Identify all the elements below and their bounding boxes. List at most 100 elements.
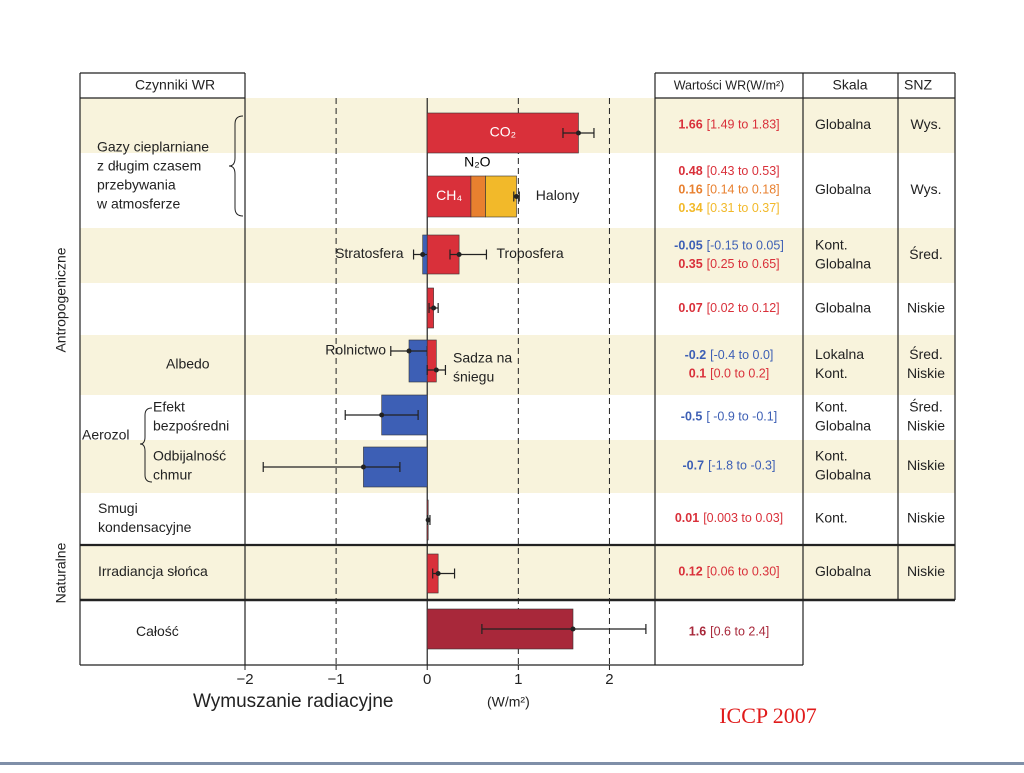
range-label: [-1.8 to -0.3] — [708, 459, 775, 473]
value-dot — [379, 412, 385, 418]
row-band — [80, 440, 955, 493]
value: 1.66 — [678, 118, 702, 132]
value-dot — [406, 348, 412, 354]
value: -0.05 — [674, 239, 703, 253]
range-label: [0.0 to 0.2] — [710, 367, 769, 381]
scale: Globalna — [815, 300, 871, 316]
value: 0.48 — [678, 164, 702, 178]
row-label: chmur — [153, 467, 192, 483]
value-text: 0.16 [0.14 to 0.18] — [678, 183, 779, 197]
range-label: [ -0.9 to -0.1] — [706, 410, 777, 424]
bar — [470, 175, 486, 218]
value: 0.34 — [678, 201, 702, 215]
range-label: [0.43 to 0.53] — [707, 164, 780, 178]
value-text: 0.34 [0.31 to 0.37] — [678, 201, 779, 215]
footer-rule — [0, 762, 1024, 765]
range-label: [0.6 to 2.4] — [710, 625, 769, 639]
value-dot — [360, 464, 366, 470]
bar-name: śniegu — [453, 369, 494, 385]
value-text: -0.5[ -0.9 to -0.1] — [681, 410, 777, 424]
scale: Kont. — [815, 399, 848, 415]
row-label: Całość — [136, 623, 179, 639]
range-label: [0.06 to 0.30] — [707, 565, 780, 579]
bar — [426, 339, 437, 383]
scale: Globalna — [815, 563, 871, 579]
value-text: -0.7 [-1.8 to -0.3] — [683, 459, 776, 473]
brace — [139, 407, 153, 483]
x-axis-label: Wymuszanie radiacyjne — [193, 691, 393, 712]
range-label: [0.003 to 0.03] — [703, 511, 783, 525]
scale: Kont. — [815, 237, 848, 253]
snz: Niskie — [907, 365, 945, 381]
value: 0.01 — [675, 511, 699, 525]
header: SNZ — [904, 77, 932, 93]
value-text: 1.6 [0.6 to 2.4] — [689, 625, 769, 639]
range-label: [0.25 to 0.65] — [707, 257, 780, 271]
value-text: 0.35 [0.25 to 0.65] — [678, 257, 779, 271]
value: -0.7 — [683, 459, 705, 473]
range-label: [-0.4 to 0.0] — [710, 348, 773, 362]
x-tick-label: 0 — [423, 671, 431, 688]
row-label: Irradiancja słońca — [98, 563, 208, 579]
scale: Globalna — [815, 256, 871, 272]
value-dot — [420, 252, 426, 257]
scale: Globalna — [815, 116, 871, 132]
value-dot — [575, 130, 581, 136]
value: -0.2 — [685, 348, 707, 362]
value: -0.5 — [681, 410, 703, 424]
bar-name: CO₂ — [490, 124, 516, 140]
bar-name: Halony — [536, 187, 580, 203]
bar — [485, 175, 517, 218]
value-dot — [425, 517, 431, 523]
source: ICCP 2007 — [719, 703, 817, 728]
value-dot — [435, 571, 441, 576]
scale: Globalna — [815, 181, 871, 197]
row-label: Albedo — [166, 356, 210, 372]
side-label: Antropogeniczne — [53, 247, 69, 352]
value-text: 0.01 [0.003 to 0.03] — [675, 511, 783, 525]
value: 0.35 — [678, 257, 702, 271]
value-text: -0.2 [-0.4 to 0.0] — [685, 348, 774, 362]
row-label: Smugi — [98, 500, 138, 516]
snz: Wys. — [911, 181, 942, 197]
row-label: Odbijalność — [153, 448, 226, 464]
snz: Śred. — [909, 345, 942, 362]
scale: Kont. — [815, 365, 848, 381]
snz: Niskie — [907, 563, 945, 579]
group-label: w atmosferze — [96, 196, 180, 212]
snz: Niskie — [907, 300, 945, 316]
group-label: przebywania — [97, 177, 176, 193]
value-text: -0.05 [-0.15 to 0.05] — [674, 239, 784, 253]
value: 0.07 — [678, 301, 702, 315]
snz: Niskie — [907, 418, 945, 434]
row-band — [80, 335, 955, 395]
x-tick-label: −2 — [236, 671, 253, 688]
snz: Niskie — [907, 510, 945, 526]
row-band — [80, 228, 955, 283]
bar-name: CH₄ — [436, 187, 462, 203]
value-dot — [514, 194, 520, 199]
snz: Śred. — [909, 245, 942, 262]
snz: Wys. — [911, 116, 942, 132]
snz: Niskie — [907, 457, 945, 473]
brace — [228, 115, 244, 217]
range-label: [0.14 to 0.18] — [707, 183, 780, 197]
range-label: [0.02 to 0.12] — [707, 301, 780, 315]
scale: Kont. — [815, 448, 848, 464]
value-text: 0.48 [0.43 to 0.53] — [678, 164, 779, 178]
row-band — [80, 545, 955, 600]
range-label: [-0.15 to 0.05] — [707, 239, 784, 253]
row-label: Efekt — [153, 399, 185, 415]
value: 0.1 — [689, 367, 706, 381]
bar — [426, 112, 579, 154]
header: Skala — [832, 77, 867, 93]
x-tick-label: 2 — [605, 671, 613, 688]
value-text: 0.1 [0.0 to 0.2] — [689, 367, 769, 381]
x-axis-unit: (W/m²) — [487, 694, 530, 710]
value: 0.16 — [678, 183, 702, 197]
value: 1.6 — [689, 625, 706, 639]
scale: Globalna — [815, 418, 871, 434]
header: Czynniki WR — [135, 77, 215, 93]
